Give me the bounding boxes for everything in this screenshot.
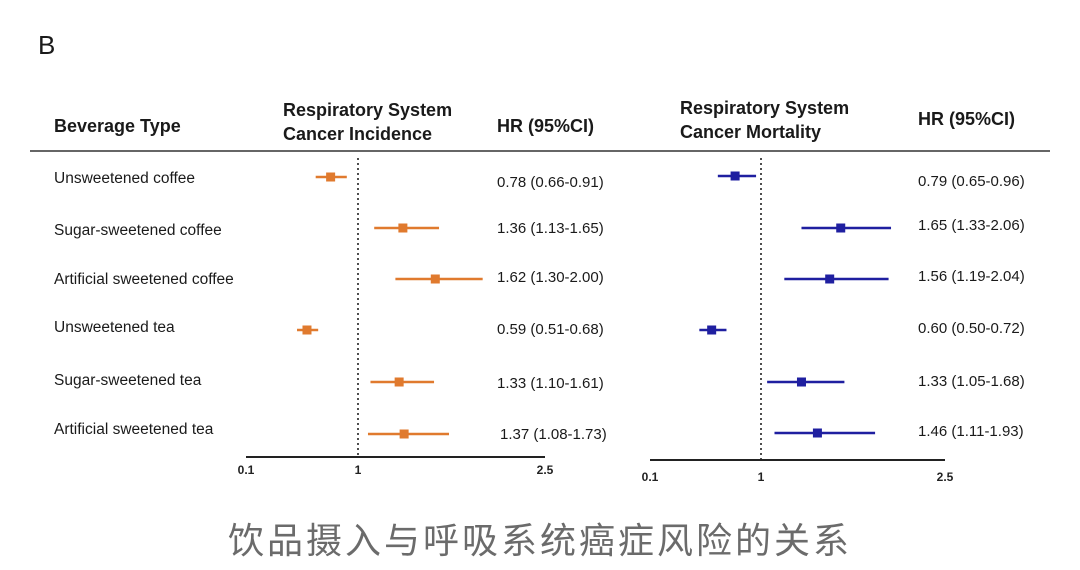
mortality-hr-text: 1.56 (1.19-2.04)	[918, 268, 1025, 285]
x-tick-label: 0.1	[642, 470, 659, 484]
hr-left-header: HR (95%CI)	[497, 116, 595, 136]
incidence-hr-text: 1.36 (1.13-1.65)	[497, 220, 604, 237]
mortality-hr-text: 1.65 (1.33-2.06)	[918, 217, 1025, 234]
hr-marker	[825, 274, 835, 284]
hr-marker	[302, 325, 312, 335]
row-label: Sugar-sweetened coffee	[54, 222, 222, 239]
panel-label: B	[38, 30, 56, 60]
incidence-hr-text: 0.59 (0.51-0.68)	[497, 321, 604, 338]
hr-right-header: HR (95%CI)	[918, 109, 1016, 129]
hr-marker	[836, 223, 846, 233]
mortality-hr-text: 1.33 (1.05-1.68)	[918, 373, 1025, 390]
mortality-hr-text: 0.60 (0.50-0.72)	[918, 320, 1025, 337]
hr-marker	[430, 274, 440, 284]
x-tick-label: 1	[355, 463, 362, 477]
row-label: Artificial sweetened coffee	[54, 271, 234, 288]
row-label: Sugar-sweetened tea	[54, 372, 202, 389]
incidence-header-line2: Cancer Incidence	[283, 124, 433, 144]
incidence-hr-text: 1.37 (1.08-1.73)	[500, 426, 607, 443]
hr-marker	[796, 377, 806, 387]
hr-marker	[730, 171, 740, 181]
mortality-header-line1: Respiratory System	[680, 98, 850, 118]
incidence-hr-text: 0.78 (0.66-0.91)	[497, 174, 604, 191]
mortality-header-line2: Cancer Mortality	[680, 122, 822, 142]
hr-marker	[326, 172, 336, 182]
beverage-type-header: Beverage Type	[54, 116, 181, 136]
row-label: Artificial sweetened tea	[54, 421, 214, 438]
incidence-hr-text: 1.62 (1.30-2.00)	[497, 269, 604, 286]
mortality-hr-text: 1.46 (1.11-1.93)	[918, 423, 1024, 440]
mortality-hr-text: 0.79 (0.65-0.96)	[918, 173, 1025, 190]
incidence-hr-text: 1.33 (1.10-1.61)	[497, 375, 604, 392]
x-tick-label: 2.5	[937, 470, 954, 484]
x-tick-label: 1	[758, 470, 765, 484]
incidence-header-line1: Respiratory System	[283, 100, 453, 120]
row-label: Unsweetened tea	[54, 319, 175, 336]
hr-marker	[707, 325, 717, 335]
hr-marker	[394, 377, 404, 387]
x-tick-label: 2.5	[537, 463, 554, 477]
hr-marker	[398, 223, 408, 233]
hr-marker	[812, 428, 822, 438]
hr-marker	[399, 429, 409, 439]
x-tick-label: 0.1	[238, 463, 255, 477]
figure-caption: 饮品摄入与呼吸系统癌症风险的关系	[227, 520, 852, 561]
row-label: Unsweetened coffee	[54, 170, 196, 187]
